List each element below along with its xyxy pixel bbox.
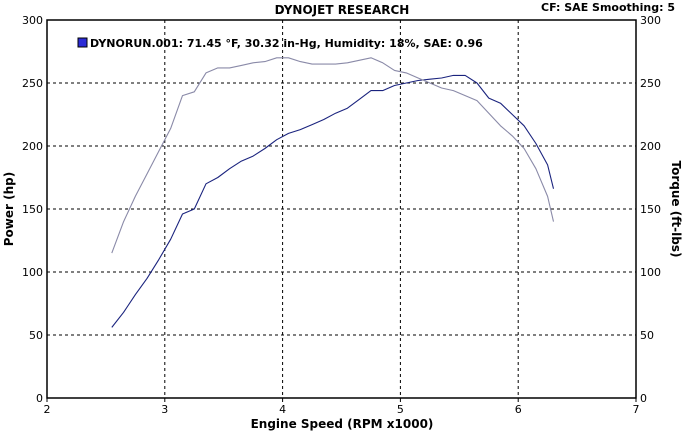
- y-tick-label-left: 150: [22, 203, 43, 216]
- y-tick-label-right: 300: [640, 14, 661, 27]
- x-tick-label: 3: [161, 403, 168, 416]
- axis-ticks: 2 3 4 5 6 70501001502002503000501001502002503…: [22, 14, 661, 416]
- power-series-line: [111, 74, 555, 328]
- y-tick-label-right: 200: [640, 140, 661, 153]
- y-tick-label-left: 300: [22, 14, 43, 27]
- y-tick-label-left: 50: [29, 329, 43, 342]
- y-tick-label-left: 200: [22, 140, 43, 153]
- y-axis-label-right: Torque (ft-lbs): [669, 161, 683, 258]
- y-tick-label-left: 100: [22, 266, 43, 279]
- y-tick-label-right: 250: [640, 77, 661, 90]
- y-tick-label-right: 0: [640, 392, 647, 405]
- y-tick-label-right: 50: [640, 329, 654, 342]
- series-layer: [111, 57, 555, 328]
- x-tick-label: 7: [633, 403, 640, 416]
- chart-title: DYNOJET RESEARCH: [275, 3, 410, 17]
- status-readout: CF: SAE Smoothing: 5: [541, 1, 675, 14]
- legend-entry: DYNORUN.001: 71.45 °F, 30.32 in-Hg, Humi…: [90, 37, 483, 50]
- y-tick-label-right: 150: [640, 203, 661, 216]
- plot-border: [46, 19, 637, 399]
- grid-lines: [47, 20, 636, 398]
- x-tick-label: 5: [397, 403, 404, 416]
- x-axis-label: Engine Speed (RPM x1000): [251, 417, 434, 431]
- x-tick-label: 4: [279, 403, 286, 416]
- y-axis-label-left: Power (hp): [2, 172, 16, 246]
- torque-series-line: [111, 57, 555, 254]
- legend: DYNORUN.001: 71.45 °F, 30.32 in-Hg, Humi…: [77, 37, 483, 50]
- y-tick-label-left: 250: [22, 77, 43, 90]
- y-tick-label-left: 0: [36, 392, 43, 405]
- x-tick-label: 2: [44, 403, 51, 416]
- x-tick-label: 6: [515, 403, 522, 416]
- legend-swatch: [77, 37, 88, 48]
- y-tick-label-right: 100: [640, 266, 661, 279]
